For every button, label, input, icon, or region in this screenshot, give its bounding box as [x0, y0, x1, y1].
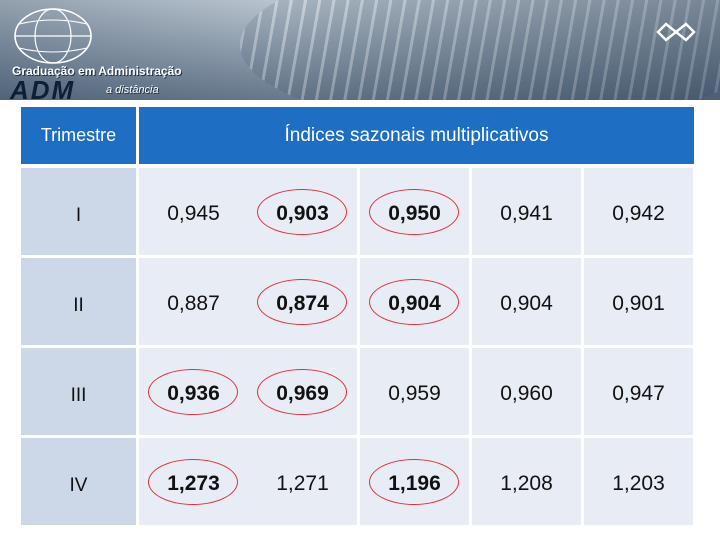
- index-value: 1,273: [167, 471, 220, 495]
- index-value: 0,942: [612, 201, 665, 225]
- index-value: 0,947: [612, 381, 665, 405]
- program-title: Graduação em Administração: [12, 64, 182, 78]
- index-value: 0,904: [500, 291, 553, 315]
- indices-header: Índices sazonais multiplicativos: [139, 107, 694, 164]
- index-value: 0,887: [167, 291, 220, 315]
- index-cell: 0,874: [248, 258, 357, 345]
- index-value: 1,271: [276, 471, 329, 495]
- index-cell: 0,945: [139, 168, 248, 255]
- emblem-icon: [656, 22, 696, 42]
- index-cell: 0,903: [248, 168, 357, 255]
- index-cell: 1,273: [139, 438, 248, 525]
- index-cell: 1,196: [360, 438, 469, 525]
- index-value: 0,904: [388, 291, 441, 315]
- index-value: 0,901: [612, 291, 665, 315]
- index-cell: 0,947: [584, 348, 693, 435]
- banner-shade: [0, 0, 720, 100]
- trimestre-header: Trimestre: [21, 107, 136, 164]
- row-label: IV: [21, 438, 136, 525]
- row-label: I: [21, 168, 136, 255]
- index-cell: 0,941: [472, 168, 581, 255]
- index-cell: 0,942: [584, 168, 693, 255]
- index-value: 0,960: [500, 381, 553, 405]
- index-value: 0,950: [388, 201, 441, 225]
- index-cell: 0,936: [139, 348, 248, 435]
- index-value: 0,941: [500, 201, 553, 225]
- index-cell: 0,904: [360, 258, 469, 345]
- banner-building-graphic: [240, 0, 720, 100]
- row-label: III: [21, 348, 136, 435]
- index-value: 0,945: [167, 201, 220, 225]
- index-value: 0,874: [276, 291, 329, 315]
- index-cell: 1,271: [248, 438, 357, 525]
- row-label: II: [21, 258, 136, 345]
- index-cell: 0,887: [139, 258, 248, 345]
- index-cell: 0,950: [360, 168, 469, 255]
- index-cell: 0,901: [584, 258, 693, 345]
- index-value: 1,208: [500, 471, 553, 495]
- index-value: 1,203: [612, 471, 665, 495]
- index-value: 0,903: [276, 201, 329, 225]
- index-cell: 1,203: [584, 438, 693, 525]
- tagline: a distância: [106, 84, 159, 96]
- index-value: 0,959: [388, 381, 441, 405]
- index-cell: 1,208: [472, 438, 581, 525]
- globe-icon: [14, 8, 92, 64]
- index-cell: 0,904: [472, 258, 581, 345]
- index-cell: 0,959: [360, 348, 469, 435]
- index-cell: 0,960: [472, 348, 581, 435]
- index-value: 0,969: [276, 381, 329, 405]
- adm-wordmark: ADM: [10, 75, 76, 100]
- index-value: 1,196: [388, 471, 441, 495]
- index-value: 0,936: [167, 381, 220, 405]
- header-banner: Graduação em Administração ADM a distânc…: [0, 0, 720, 100]
- index-cell: 0,969: [248, 348, 357, 435]
